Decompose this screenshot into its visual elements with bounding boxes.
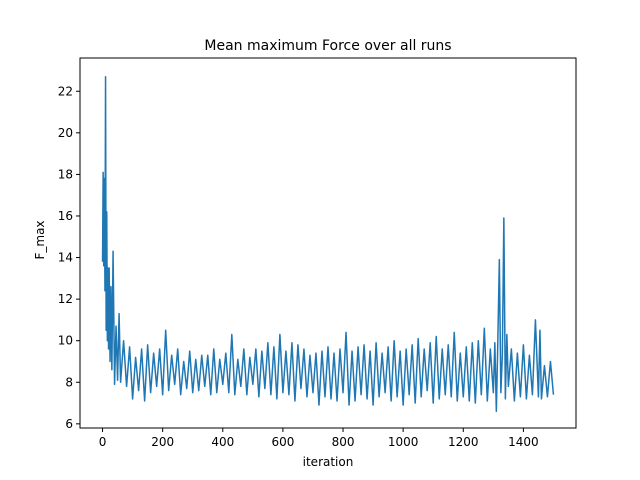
- x-tick-label: 1000: [388, 435, 419, 449]
- y-tick-label: 14: [58, 251, 73, 265]
- x-axis-label: iteration: [303, 455, 354, 469]
- x-tick-label: 800: [332, 435, 355, 449]
- plot-frame: [79, 57, 577, 429]
- series-line-0: [101, 75, 555, 413]
- x-tick-label: 1400: [508, 435, 539, 449]
- y-tick-label: 8: [65, 375, 73, 389]
- y-tick-label: 18: [58, 167, 73, 181]
- y-tick-label: 6: [65, 417, 73, 431]
- chart-title: Mean maximum Force over all runs: [204, 38, 451, 54]
- y-axis-label: F_max: [33, 220, 47, 259]
- axis-ticks: 0 200 400 600 800 1000 1200 1400 6 8 10 12 14 16 18 20 2…: [58, 84, 539, 449]
- x-tick-label: 600: [271, 435, 294, 449]
- x-tick-label: 1200: [448, 435, 479, 449]
- y-tick-label: 20: [58, 126, 73, 140]
- x-tick-label: 400: [211, 435, 234, 449]
- x-tick-label: 0: [99, 435, 107, 449]
- y-tick-label: 22: [58, 84, 73, 98]
- plot-area: [101, 75, 555, 413]
- x-tick-label: 200: [151, 435, 174, 449]
- y-tick-label: 12: [58, 292, 73, 306]
- y-tick-label: 16: [58, 209, 73, 223]
- y-tick-label: 10: [58, 334, 73, 348]
